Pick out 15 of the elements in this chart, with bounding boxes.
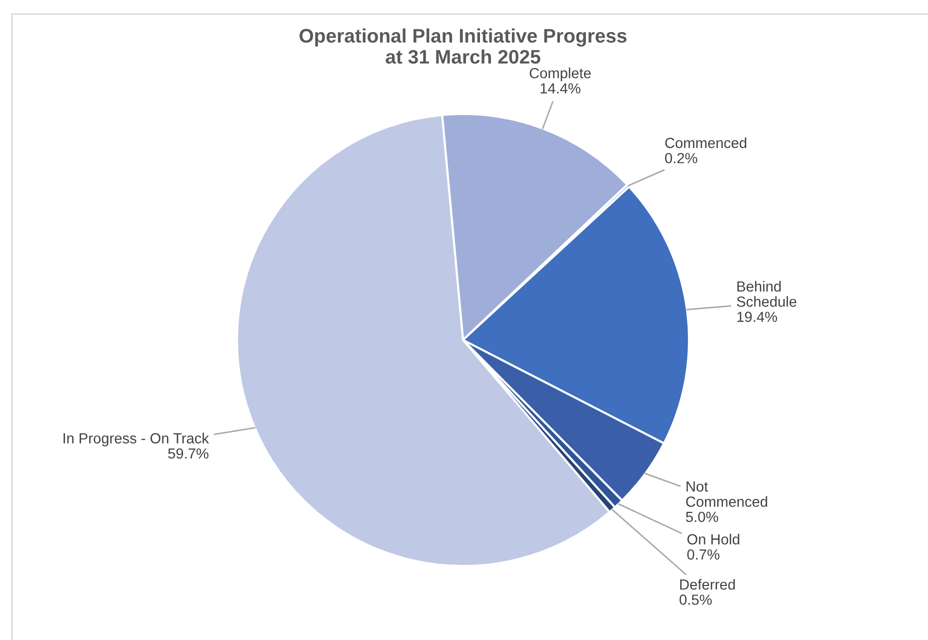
data-label: 14.4% <box>540 83 580 94</box>
data-label: 19.4% <box>737 312 778 322</box>
data-label: 59.7% <box>168 448 208 459</box>
data-label: 0.7% <box>687 549 720 560</box>
slice-label: Complete <box>530 68 591 82</box>
slice-label: Behind Schedule <box>736 280 796 307</box>
chart-title: Operational Plan Initiative Progress at 31 March 2025 <box>300 28 626 64</box>
slice-label: Not Commenced <box>686 482 768 507</box>
data-label: 5.0% <box>686 512 718 522</box>
data-label: 0.2% <box>665 152 698 164</box>
slice-label: Commenced <box>665 137 746 148</box>
data-label: 0.5% <box>680 594 712 605</box>
slice-label: Deferred <box>680 578 735 590</box>
slice-label: On Hold <box>687 534 740 544</box>
slice-label: In Progress - On Track <box>64 432 209 446</box>
